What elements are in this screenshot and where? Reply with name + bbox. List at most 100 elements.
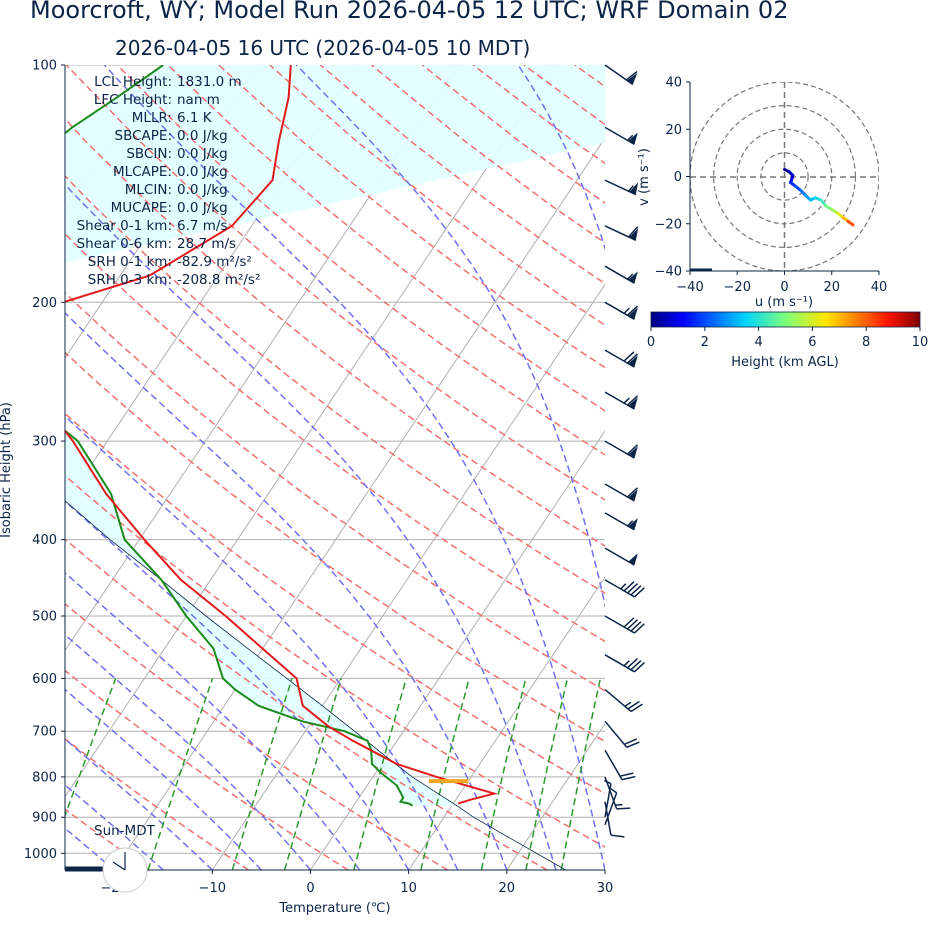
dry-adiabat-line <box>65 174 605 594</box>
isotherm-line <box>408 576 605 870</box>
pressure-tick-label: 1000 <box>24 847 57 862</box>
hodo-y-tick-label: 20 <box>665 123 682 138</box>
wind-barb <box>604 126 638 146</box>
barb-full <box>630 621 642 632</box>
skewt-axes <box>64 65 605 871</box>
pressure-tick-label: 300 <box>32 435 57 450</box>
barb-staff <box>604 749 623 781</box>
barb-staff <box>604 579 635 598</box>
dry-adiabat-line <box>65 232 605 643</box>
wind-barb <box>604 391 638 410</box>
dry-adiabat-line <box>472 65 605 165</box>
barb-full <box>623 738 638 745</box>
clock-hour-hand <box>112 861 126 871</box>
temperature-tick-label: 30 <box>597 881 614 896</box>
barb-full <box>627 657 638 669</box>
dry-adiabat-line <box>421 65 605 205</box>
stat-value: 6.7 m/s <box>177 218 228 234</box>
barb-half <box>623 660 630 667</box>
stat-value: 0.0 J/kg <box>177 164 228 180</box>
moist-adiabat-line <box>103 65 605 870</box>
colorbar-tick-labels: 0 2 4 6 8 10 <box>647 327 928 350</box>
barb-staff <box>604 301 635 320</box>
pressure-tick-label: 700 <box>32 725 57 740</box>
wind-barb <box>604 779 612 818</box>
wind-barbs <box>604 64 645 838</box>
hodo-y-tick-label: −40 <box>655 265 682 280</box>
pressure-tick-label: 800 <box>32 770 57 785</box>
barb-pennant <box>628 132 638 145</box>
barb-half <box>627 185 634 192</box>
hodo-x-tick-label: 0 <box>780 280 788 295</box>
hodo-x-label: u (m s⁻¹) <box>755 295 813 310</box>
wind-barb <box>604 579 645 598</box>
colorbar-tick-label: 6 <box>808 335 816 350</box>
barb-staff <box>604 720 628 748</box>
colorbar-tick-label: 2 <box>701 335 709 350</box>
mixing-ratio-line <box>147 678 214 870</box>
isotherm-line <box>310 430 605 870</box>
barb-pennant <box>629 228 639 241</box>
y-axis-label: Isobaric Height (hPa) <box>0 402 14 538</box>
barb-staff <box>604 615 635 634</box>
moist-adiabat-line <box>65 688 262 870</box>
isotherm-line <box>506 722 605 870</box>
stat-label: MUCAPE: <box>111 200 172 216</box>
stat-label: Shear 0-1 km: <box>77 218 172 234</box>
pressure-tick-label: 200 <box>32 296 57 311</box>
barb-full <box>633 661 645 673</box>
barb-staff <box>604 391 635 410</box>
wind-barb <box>604 615 645 634</box>
mixing-ratio-line <box>480 678 527 870</box>
barb-staff <box>604 792 618 826</box>
barb-pennant <box>628 307 638 320</box>
barb-full <box>633 623 645 634</box>
wind-barb <box>604 64 638 86</box>
barb-pennant <box>628 271 638 284</box>
barb-staff <box>604 440 635 459</box>
barb-pennant <box>629 182 639 195</box>
hodo-x-tick-label: 40 <box>871 280 888 295</box>
moist-adiabat-line <box>517 65 605 251</box>
pressure-tick-labels: 100 200 300 400 500 600 700 800 900 1000 <box>24 59 65 862</box>
mixing-ratio-lines <box>65 678 602 870</box>
barb-full <box>627 583 638 594</box>
colorbar-tick-label: 8 <box>862 335 870 350</box>
barb-full <box>626 741 640 749</box>
stat-value: 1831.0 m <box>177 74 242 90</box>
barb-staff <box>604 689 632 713</box>
barb-full <box>627 700 640 710</box>
stat-label: SRH 0-1 km: <box>88 254 172 270</box>
isotherm-line <box>703 65 928 870</box>
barb-half <box>623 397 630 404</box>
colorbar: 0 2 4 6 8 10 Height (km AGL) <box>647 311 928 370</box>
barb-half <box>626 134 634 141</box>
wind-barb <box>604 512 638 531</box>
moist-adiabat-line <box>65 571 361 870</box>
wind-barb <box>604 689 643 713</box>
moist-adiabat-line <box>65 183 557 870</box>
cape-shaded-region <box>65 65 605 806</box>
hodo-y-tick-label: 0 <box>674 170 682 185</box>
pressure-tick-label: 600 <box>32 672 57 687</box>
barb-half <box>626 520 634 527</box>
stat-label: SRH 0-3 km: <box>88 272 172 288</box>
wind-barb <box>604 547 638 566</box>
barb-full <box>623 617 635 628</box>
stat-value: 6.1 K <box>177 110 213 126</box>
dry-adiabat-line <box>167 65 605 412</box>
temperature-profile-line <box>65 65 498 805</box>
wind-barb <box>604 440 638 459</box>
colorbar-gradient <box>650 311 921 328</box>
stat-value: 0.0 J/kg <box>177 146 228 162</box>
hodo-x-tick-label: 20 <box>823 280 840 295</box>
barb-pennant <box>628 489 638 501</box>
wind-barb <box>604 483 638 502</box>
barb-pennant <box>627 72 638 85</box>
barb-staff <box>604 483 635 502</box>
barb-full <box>633 587 645 598</box>
stat-value: -208.8 m²/s² <box>177 272 260 288</box>
dry-adiabat-line <box>65 351 605 743</box>
